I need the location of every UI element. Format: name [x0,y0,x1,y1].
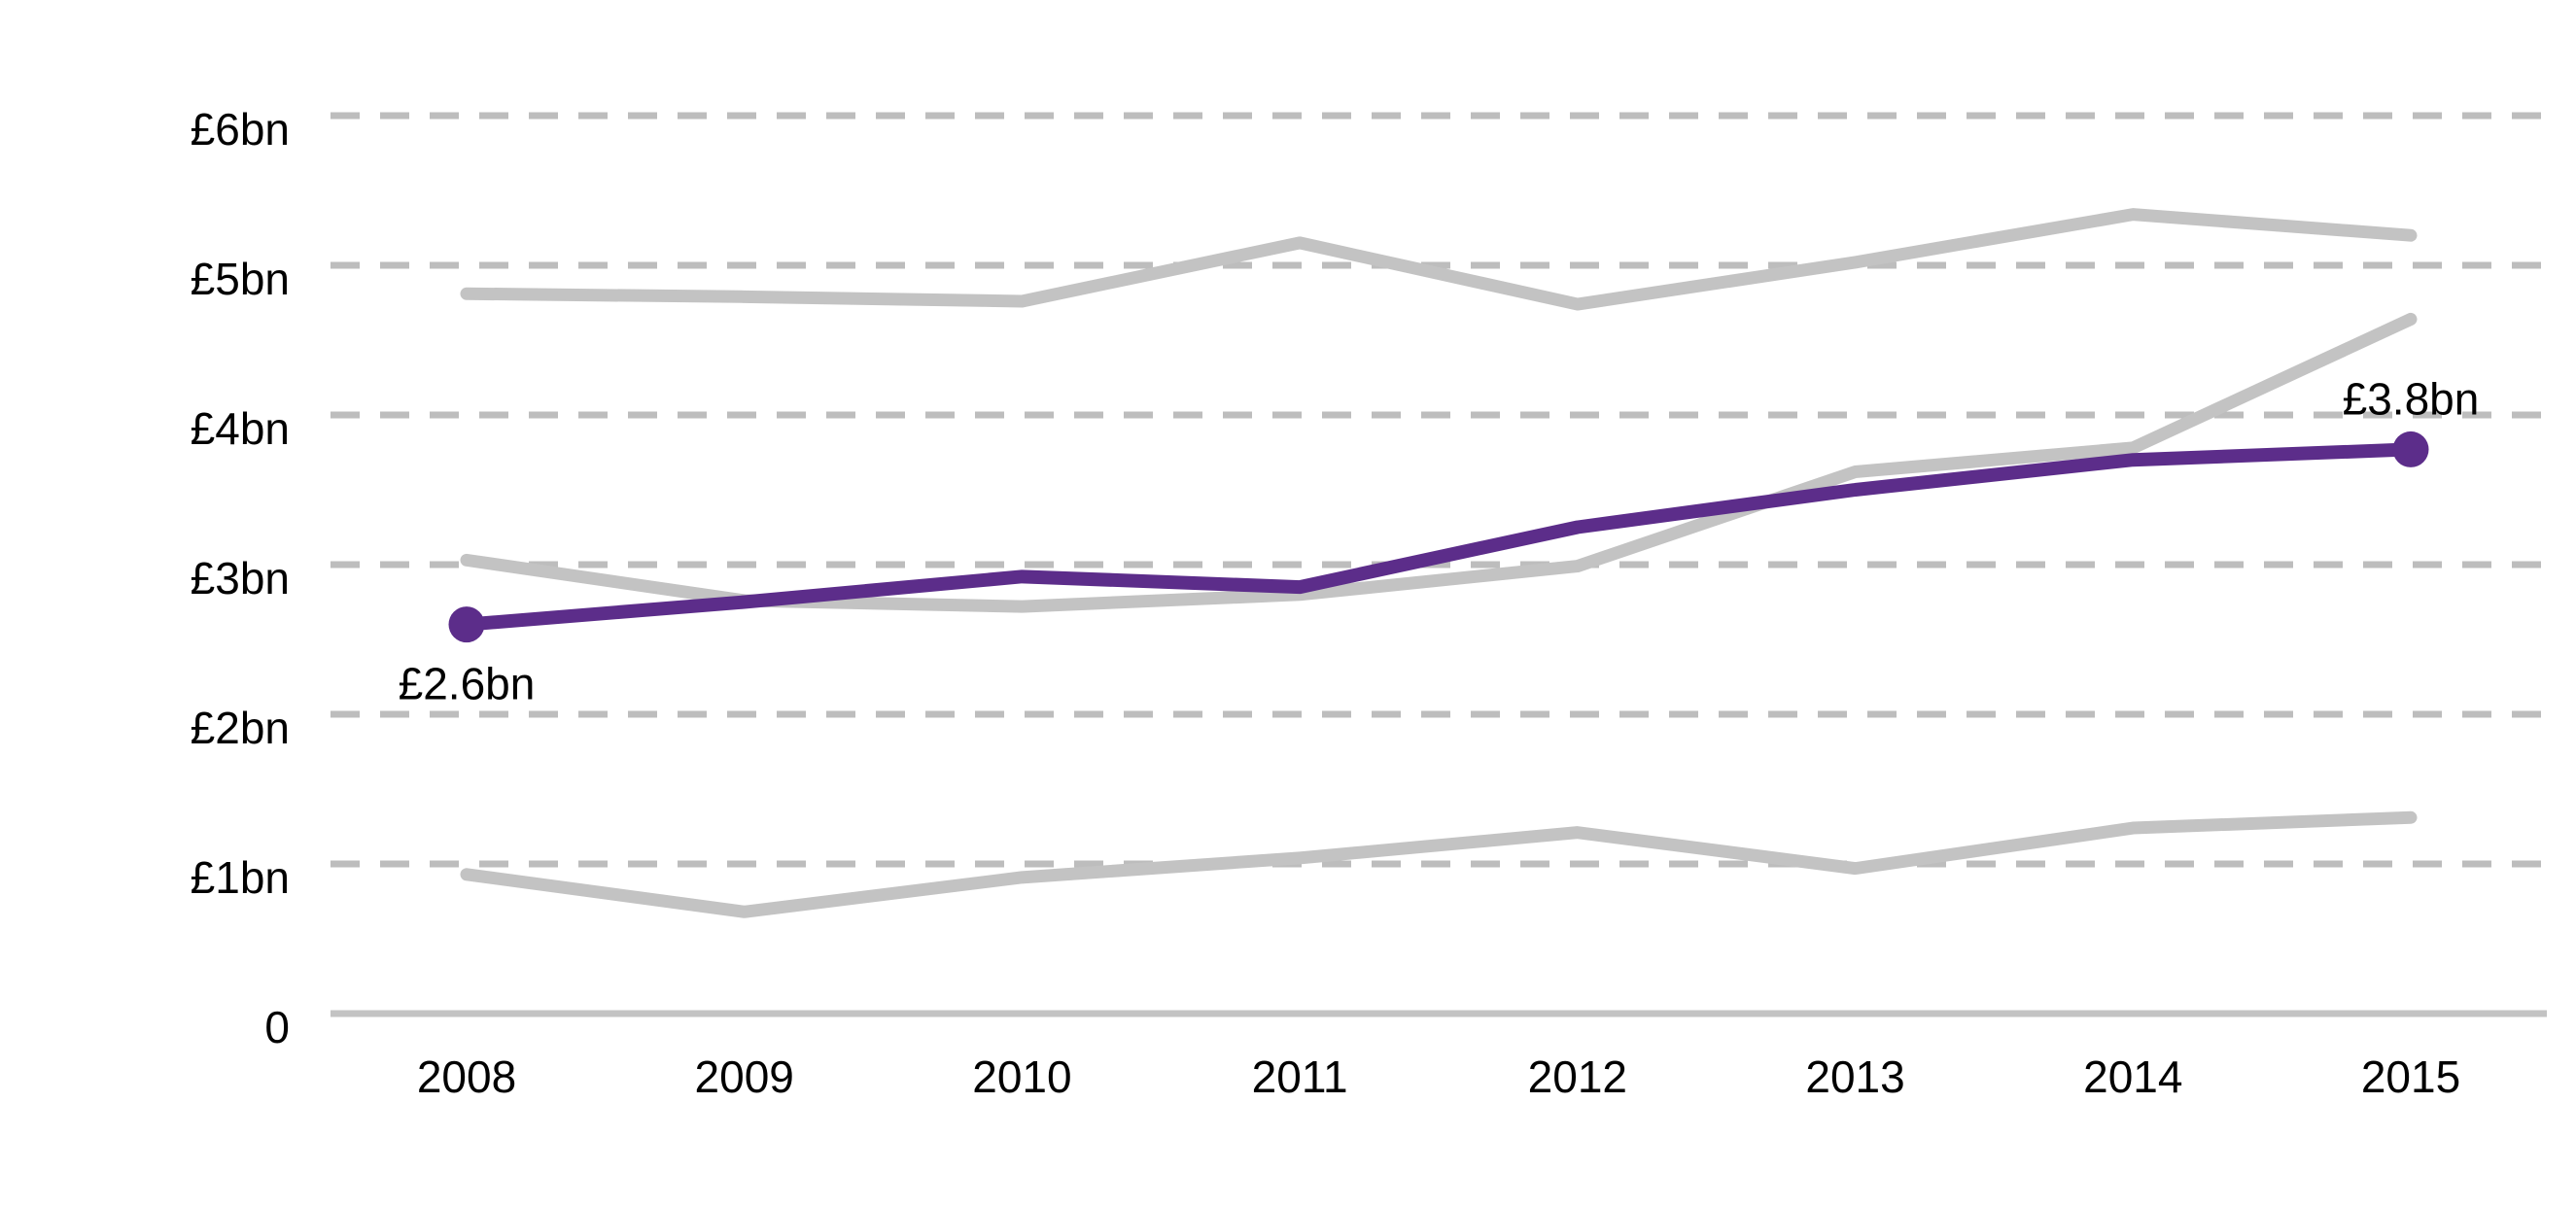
line-chart-canvas: £6bn £5bn £4bn £3bn £2bn £1bn 0 2008 2009 2010 201… [191,104,2547,1102]
y-tick-label-5: £5bn [191,254,290,304]
x-axis-label-2013: 2013 [1805,1051,1904,1102]
y-tick-label-3: £3bn [191,553,290,603]
x-axis-label-2011: 2011 [1252,1051,1348,1102]
y-tick-label-2: £2bn [191,703,290,753]
x-axis-label-2014: 2014 [2083,1051,2182,1102]
endpoint-dot-first [448,606,485,643]
x-axis-label-2008: 2008 [417,1051,516,1102]
line-chart: £6bn £5bn £4bn £3bn £2bn £1bn 0 2008 2009 2010 201… [39,16,2576,1190]
y-tick-label-1: £1bn [191,852,290,903]
x-axis-label-2015: 2015 [2361,1051,2460,1102]
x-axis-label-2012: 2012 [1528,1051,1627,1102]
endpoint-label-last: £3.8bn [2343,373,2480,424]
series-line-highlighted-series [460,442,2418,632]
y-tick-label-0: 0 [264,1002,290,1052]
y-tick-label-6: £6bn [191,104,290,155]
x-axis-label-2010: 2010 [972,1051,1071,1102]
y-tick-label-4: £4bn [191,403,290,454]
x-axis-label-2009: 2009 [695,1051,794,1102]
endpoint-dot-last [2392,431,2429,467]
endpoint-label-first: £2.6bn [399,659,536,709]
series-line-comparator-bottom [460,810,2418,918]
series-line-comparator-top [460,208,2418,311]
